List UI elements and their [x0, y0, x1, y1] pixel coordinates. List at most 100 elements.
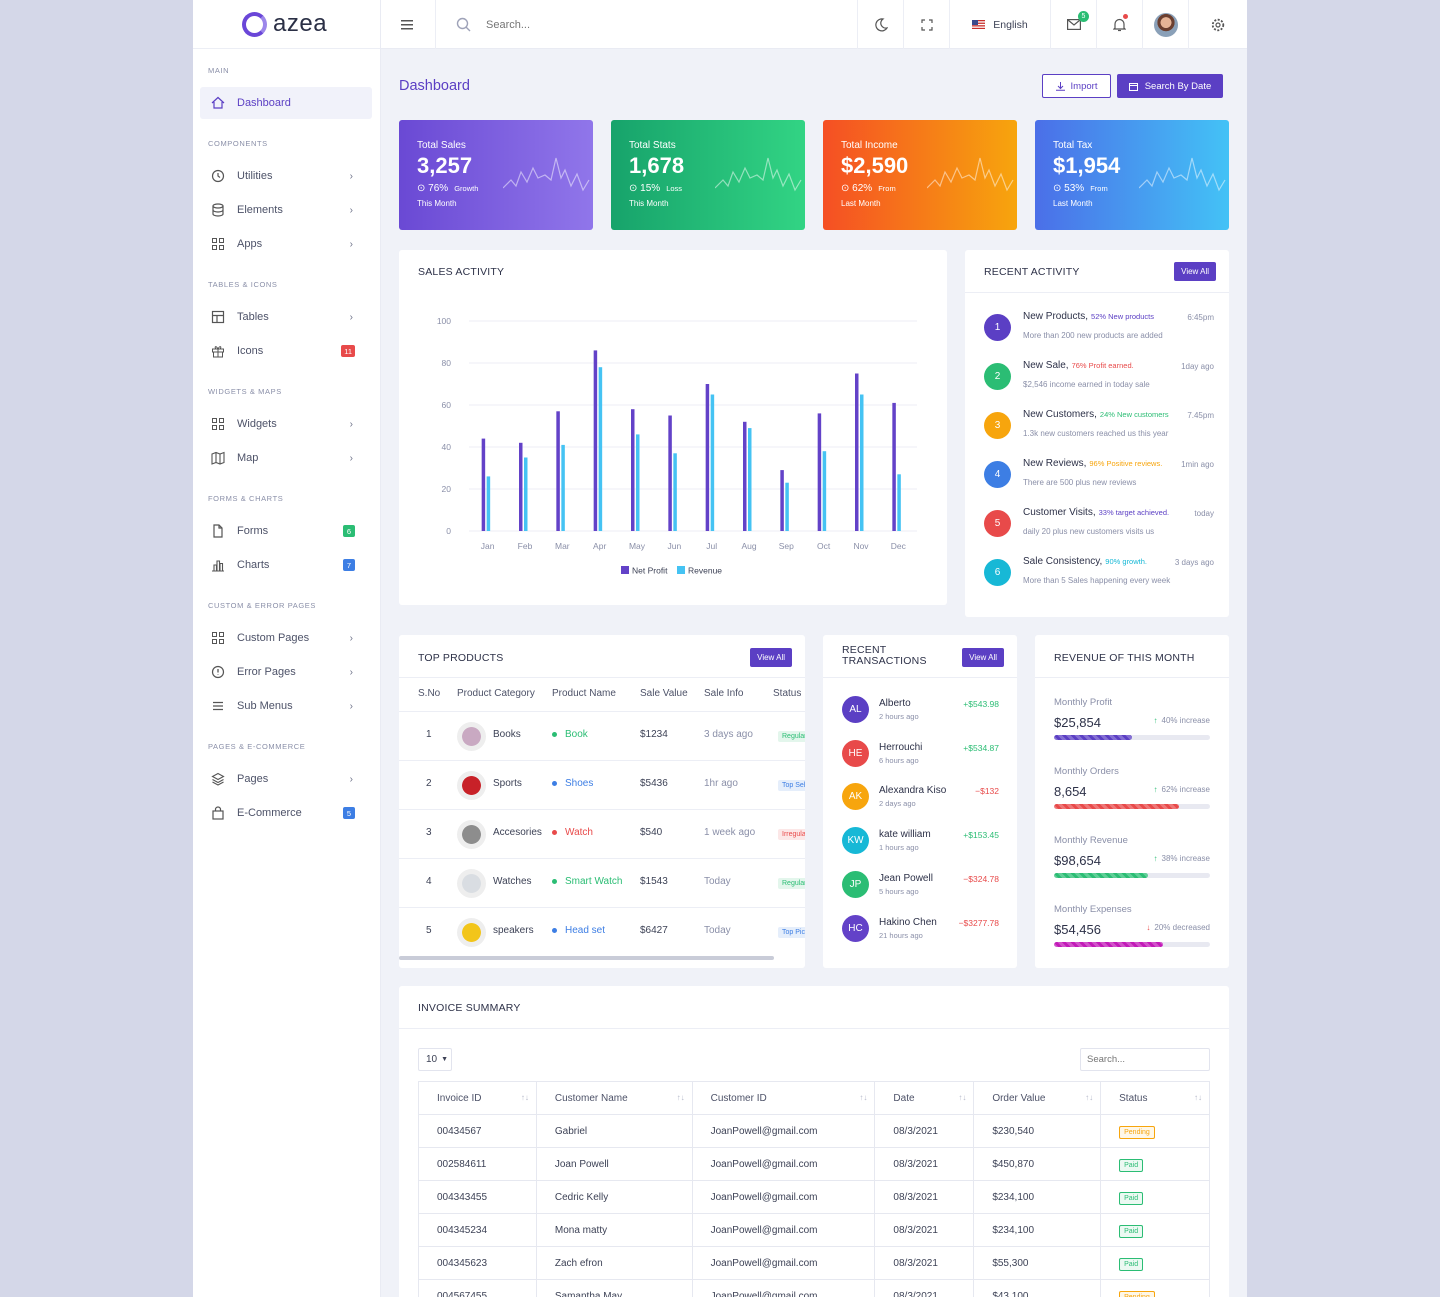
language-selector[interactable]: English — [949, 0, 1050, 49]
sort-icon: ↑↓ — [520, 1093, 529, 1102]
x-tick-label: Jun — [667, 541, 681, 551]
divider — [399, 1028, 1229, 1029]
transaction-item[interactable]: HE Herrouchi 6 hours ago +$534.87 — [842, 739, 999, 780]
transactions-view-all-button[interactable]: View All — [962, 648, 1004, 667]
divider — [823, 677, 1017, 678]
sidebar-item-e-commerce[interactable]: E-Commerce 5 — [200, 797, 372, 829]
invoice-search-input[interactable] — [1080, 1048, 1210, 1071]
x-tick-label: Feb — [518, 541, 533, 551]
column-header[interactable]: Status ↑↓ — [1100, 1081, 1210, 1115]
bar-net-profit — [892, 402, 896, 531]
calendar-icon — [1128, 82, 1138, 91]
product-category: Accesories — [493, 827, 542, 838]
page-size-select[interactable]: 10 ▼ — [418, 1048, 452, 1071]
top-products-view-all-button[interactable]: View All — [750, 648, 792, 667]
activity-item[interactable]: 3 New Customers, 24% New customers 7.45pm 1.… — [984, 409, 1214, 451]
stat-value: 1,678 — [629, 153, 685, 178]
header-search[interactable] — [435, 0, 857, 49]
activity-title-text: Sale Consistency, — [1023, 556, 1103, 567]
table-row[interactable]: 2 Sports Shoes $5436 1hr ago Top Selling — [399, 760, 805, 809]
product-name: Head set — [552, 925, 605, 936]
sidebar-item-apps[interactable]: Apps › — [200, 228, 372, 260]
activity-item[interactable]: 6 Sale Consistency, 90% growth. 3 days ago M… — [984, 556, 1214, 598]
status-badge: Pending — [1119, 1125, 1155, 1139]
sidebar-item-forms[interactable]: Forms 6 — [200, 515, 372, 547]
transaction-item[interactable]: KW kate william 1 hours ago +$153.45 — [842, 827, 999, 867]
sales-bar-chart: 0 20 40 60 80 100 Jan Feb Mar Apr May Jun Jul Aug Sep O… — [437, 316, 917, 576]
revenue-value: $25,854 — [1054, 715, 1101, 730]
sidebar-item-elements[interactable]: Elements › — [200, 194, 372, 226]
brand-logo[interactable]: azea — [193, 0, 380, 49]
fullscreen-button[interactable] — [903, 0, 949, 49]
notifications-button[interactable] — [1096, 0, 1142, 49]
transactions-title-line2: TRANSACTIONS — [842, 655, 927, 667]
table-row[interactable]: 004345234 Mona matty JoanPowell@gmail.com 0… — [418, 1213, 1210, 1247]
sidebar-item-tables[interactable]: Tables › — [200, 301, 372, 333]
sidebar-item-map[interactable]: Map › — [200, 442, 372, 474]
sidebar-item-sub-menus[interactable]: Sub Menus › — [200, 690, 372, 722]
sidebar-item-charts[interactable]: Charts 7 — [200, 549, 372, 581]
activity-item[interactable]: 5 Customer Visits, 33% target achieved. tod… — [984, 507, 1214, 549]
activity-time: 6:45pm — [1187, 313, 1214, 322]
column-header[interactable]: Order Value ↑↓ — [973, 1081, 1102, 1115]
table-row[interactable]: 5 speakers Head set $6427 Today Top Pick — [399, 907, 805, 956]
sidebar-item-label: Pages — [237, 773, 269, 785]
import-button[interactable]: Import — [1042, 74, 1111, 98]
sidebar-section-components: COMPONENTS — [208, 139, 268, 148]
table-row[interactable]: 4 Watches Smart Watch $1543 Today Regular — [399, 858, 805, 907]
recent-activity-view-all-button[interactable]: View All — [1174, 262, 1216, 281]
sidebar-item-widgets[interactable]: Widgets › — [200, 408, 372, 440]
column-header[interactable]: Customer ID ↑↓ — [691, 1081, 876, 1115]
recent-transactions-card: RECENT TRANSACTIONS View All AL Alberto 2 h… — [823, 635, 1017, 968]
settings-button[interactable] — [1188, 0, 1247, 49]
sidebar-item-error-pages[interactable]: Error Pages › — [200, 656, 372, 688]
activity-item[interactable]: 4 New Reviews, 96% Positive reviews. 1min a… — [984, 458, 1214, 500]
sidebar-item-utilities[interactable]: Utilities › — [200, 160, 372, 192]
table-row[interactable]: 1 Books Book $1234 3 days ago Regular — [399, 711, 805, 760]
search-by-date-button[interactable]: Search By Date — [1117, 74, 1223, 98]
user-avatar-button[interactable] — [1142, 0, 1188, 49]
table-row[interactable]: 00434567 Gabriel JoanPowell@gmail.com 08/3/… — [418, 1114, 1210, 1148]
transaction-item[interactable]: AK Alexandra Kiso 2 days ago −$132 — [842, 783, 999, 823]
x-tick-label: Aug — [741, 541, 756, 551]
column-header[interactable]: Customer Name ↑↓ — [535, 1081, 693, 1115]
search-input[interactable] — [486, 18, 786, 31]
moon-icon — [874, 17, 888, 31]
menu-toggle-button[interactable] — [381, 0, 435, 49]
messages-button[interactable]: 5 — [1050, 0, 1096, 49]
cell-name: Joan Powell — [535, 1147, 693, 1181]
gift-icon — [211, 344, 225, 358]
y-tick-label: 80 — [442, 358, 452, 368]
bar-revenue — [561, 444, 565, 531]
table-row[interactable]: 004343455 Cedric Kelly JoanPowell@gmail.co… — [418, 1180, 1210, 1214]
column-header[interactable]: Invoice ID ↑↓ — [418, 1081, 537, 1115]
revenue-value: $54,456 — [1054, 922, 1101, 937]
cell-id: 002584611 — [418, 1147, 537, 1181]
horizontal-scrollbar[interactable] — [399, 956, 774, 960]
sidebar-item-custom-pages[interactable]: Custom Pages › — [200, 622, 372, 654]
sidebar-item-dashboard[interactable]: Dashboard — [200, 87, 372, 119]
activity-title: New Products, 52% New products — [1023, 311, 1154, 322]
table-row[interactable]: 004345623 Zach efron JoanPowell@gmail.com 0… — [418, 1246, 1210, 1280]
activity-item[interactable]: 1 New Products, 52% New products 6:45pm More… — [984, 311, 1214, 353]
table-row[interactable]: 002584611 Joan Powell JoanPowell@gmail.com… — [418, 1147, 1210, 1181]
row-number: 1 — [426, 729, 432, 740]
stat-pct: 53% — [1064, 183, 1085, 194]
transaction-item[interactable]: JP Jean Powell 5 hours ago −$324.78 — [842, 870, 999, 911]
status-dot — [552, 780, 557, 786]
transaction-item[interactable]: HC Hakino Chen 21 hours ago −$3277.78 — [842, 914, 999, 955]
dark-mode-button[interactable] — [857, 0, 903, 49]
activity-item[interactable]: 2 New Sale, 76% Profit earned. 1day ago $2,5… — [984, 360, 1214, 402]
product-image — [457, 918, 486, 947]
column-header[interactable]: Date ↑↓ — [874, 1081, 975, 1115]
mail-count-badge: 5 — [1078, 11, 1089, 22]
table-row[interactable]: 004567455 Samantha May JoanPowell@gmail.co… — [418, 1279, 1210, 1297]
transaction-item[interactable]: AL Alberto 2 hours ago +$543.98 — [842, 696, 999, 736]
activity-tag: 96% Positive reviews. — [1089, 459, 1163, 468]
divider — [1035, 677, 1229, 678]
cell-status: Paid — [1100, 1180, 1210, 1214]
bar-net-profit — [743, 421, 747, 531]
sidebar-item-icons[interactable]: Icons 11 — [200, 335, 372, 367]
table-row[interactable]: 3 Accesories Watch $540 1 week ago Irregular — [399, 809, 805, 858]
sidebar-item-pages[interactable]: Pages › — [200, 763, 372, 795]
